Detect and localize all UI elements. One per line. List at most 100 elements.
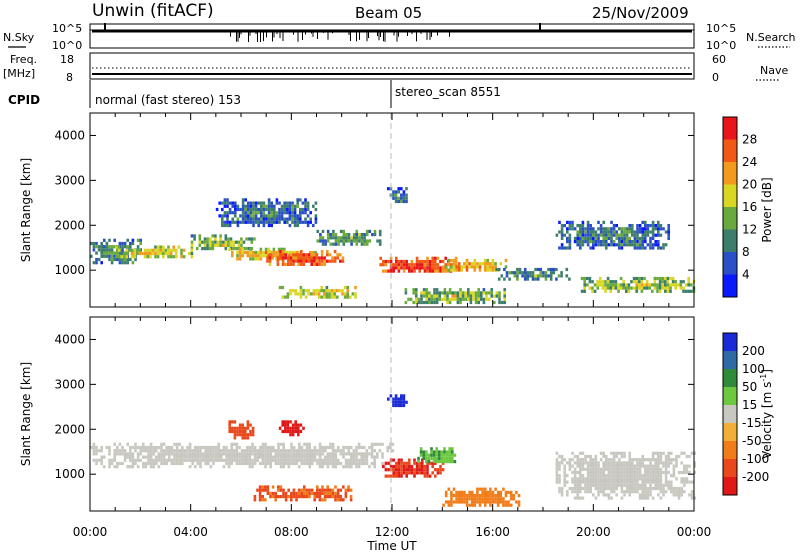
heatmap-cell — [272, 449, 275, 453]
heatmap-cell — [282, 452, 285, 456]
heatmap-cell — [392, 474, 395, 478]
heatmap-cell — [489, 503, 492, 507]
heatmap-cell — [235, 442, 239, 446]
heatmap-cell — [219, 234, 222, 238]
heatmap-cell — [505, 274, 509, 278]
x-tick-label: 04:00 — [173, 525, 208, 539]
heatmap-cell — [431, 263, 434, 267]
heatmap-cell — [273, 207, 276, 212]
heatmap-cell — [491, 265, 495, 269]
heatmap-cell — [254, 204, 258, 208]
heatmap-cell — [254, 250, 257, 255]
heatmap-cell — [149, 465, 153, 469]
heatmap-cell — [615, 233, 618, 237]
heatmap-cell — [332, 242, 335, 246]
heatmap-cell — [231, 217, 234, 221]
heatmap-cell — [526, 277, 530, 281]
heatmap-cell — [586, 477, 590, 481]
heatmap-cell — [560, 461, 564, 465]
heatmap-cell — [445, 460, 449, 464]
heatmap-cell — [300, 256, 303, 260]
heatmap-cell — [278, 217, 281, 221]
heatmap-cell — [245, 247, 248, 251]
heatmap-cell — [281, 420, 284, 424]
heatmap-cell — [651, 283, 654, 287]
heatmap-cell — [246, 436, 250, 440]
heatmap-cell — [329, 458, 332, 462]
heatmap-cell — [201, 247, 204, 251]
heatmap-cell — [300, 262, 303, 266]
heatmap-cell — [92, 241, 96, 246]
heatmap-cell — [227, 243, 230, 247]
heatmap-cell — [666, 276, 670, 281]
heatmap-cell — [602, 220, 605, 224]
heatmap-cell — [318, 465, 322, 469]
heatmap-cell — [633, 477, 637, 481]
heatmap-cell — [208, 240, 212, 244]
heatmap-cell — [313, 455, 317, 459]
heatmap-cell — [623, 243, 626, 247]
heatmap-cell — [157, 452, 161, 456]
heatmap-cell — [350, 242, 353, 246]
heatmap-cell — [641, 236, 644, 240]
heatmap-cell — [126, 455, 129, 459]
heatmap-cell — [326, 236, 330, 240]
heatmap-cell — [592, 240, 595, 244]
heatmap-cell — [408, 263, 411, 267]
heatmap-cell — [277, 247, 281, 251]
heatmap-cell — [117, 248, 121, 252]
heatmap-cell — [420, 291, 423, 295]
heatmap-cell — [476, 494, 479, 498]
heatmap-cell — [228, 211, 232, 215]
heatmap-cell — [662, 451, 665, 455]
heatmap-cell — [476, 500, 479, 504]
heatmap-cell — [667, 230, 670, 234]
heatmap-cell — [228, 201, 232, 205]
heatmap-cell — [296, 217, 299, 221]
heatmap-cell — [670, 480, 673, 484]
heatmap-cell — [387, 474, 390, 478]
heatmap-cell — [138, 251, 142, 256]
heatmap-cell — [662, 227, 665, 231]
heatmap-cell — [486, 500, 490, 504]
heatmap-cell — [282, 488, 285, 492]
heatmap-cell — [568, 220, 572, 224]
heatmap-cell — [544, 274, 548, 278]
heatmap-cell — [457, 265, 461, 269]
heatmap-cell — [95, 452, 98, 456]
heatmap-cell — [610, 458, 613, 462]
heatmap-cell — [651, 236, 655, 240]
heatmap-cell — [392, 193, 395, 197]
heatmap-cell — [251, 461, 254, 466]
heatmap-cell — [581, 240, 585, 244]
heatmap-cell — [316, 485, 319, 489]
heatmap-cell — [610, 233, 613, 237]
heatmap-cell — [300, 488, 303, 492]
heatmap-cell — [313, 458, 317, 462]
heatmap-cell — [494, 265, 497, 269]
heatmap-cell — [584, 458, 587, 462]
heatmap-cell — [226, 201, 229, 205]
colorbar-band — [723, 252, 737, 275]
heatmap-cell — [661, 276, 664, 281]
heatmap-cell — [258, 495, 262, 499]
heatmap-cell — [313, 449, 317, 453]
heatmap-cell — [491, 494, 495, 498]
heatmap-cell — [296, 198, 299, 202]
heatmap-cell — [413, 471, 416, 475]
heatmap-cell — [355, 465, 358, 469]
heatmap-cell — [573, 454, 577, 459]
heatmap-cell — [355, 458, 358, 462]
heatmap-cell — [105, 248, 109, 252]
heatmap-cell — [560, 236, 564, 240]
heatmap-cell — [316, 461, 319, 466]
heatmap-cell — [610, 467, 613, 471]
heatmap-cell — [236, 426, 239, 430]
heatmap-cell — [370, 442, 374, 446]
heatmap-cell — [477, 297, 480, 301]
heatmap-cell — [351, 292, 355, 296]
heatmap-cell — [440, 450, 444, 454]
heatmap-cell — [664, 470, 668, 475]
heatmap-cell — [270, 220, 273, 224]
heatmap-cell — [275, 250, 278, 255]
